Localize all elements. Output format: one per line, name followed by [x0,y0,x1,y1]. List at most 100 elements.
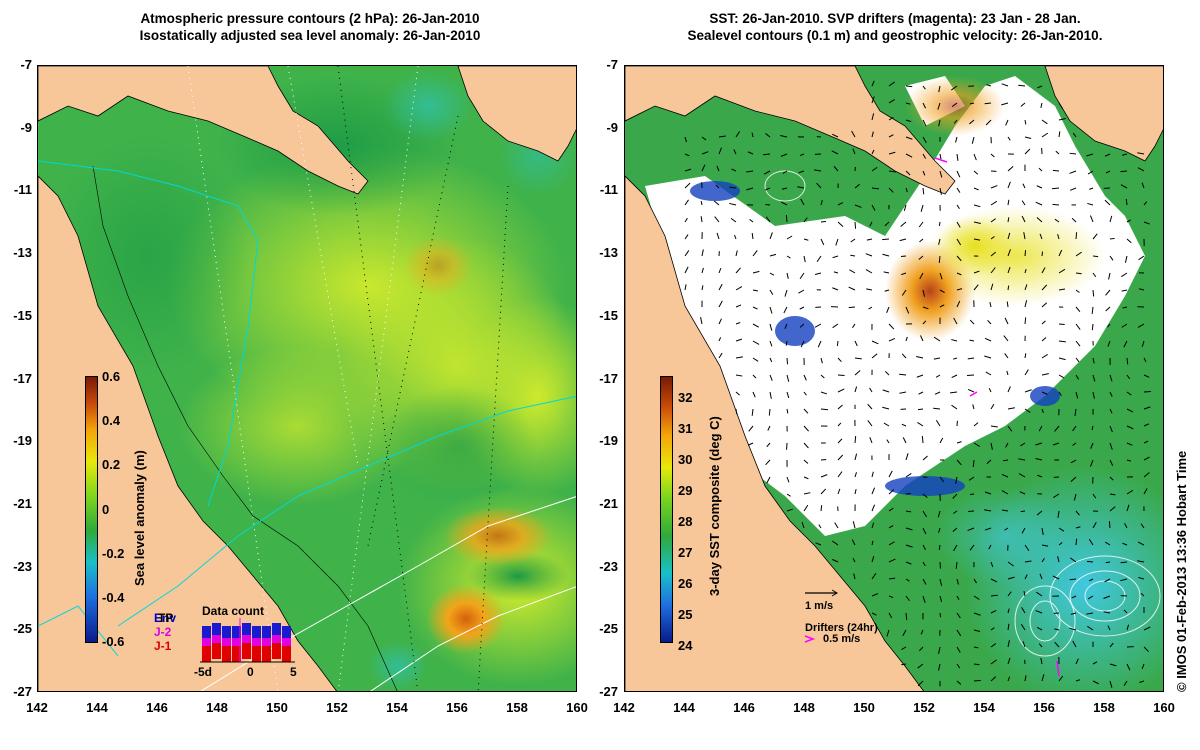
velocity-arrow [989,302,992,308]
velocity-arrow [1004,317,1009,325]
velocity-arrow [939,612,942,618]
velocity-arrow [1109,663,1117,667]
velocity-arrow [735,322,741,325]
velocity-arrow [803,238,809,241]
velocity-arrow [866,238,873,241]
velocity-arrow [1143,626,1151,631]
velocity-arrow [933,357,941,360]
velocity-arrow [781,187,788,190]
velocity-arrow [1109,237,1115,240]
velocity-arrow [1137,152,1145,155]
velocity-arrow [1058,340,1066,343]
data-count-bar [202,646,211,662]
velocity-arrow [973,187,979,191]
velocity-arrow [953,317,958,325]
velocity-arrow [1104,578,1111,583]
data-count-bar [252,638,261,646]
velocity-arrow [905,85,913,88]
velocity-arrow [956,221,961,228]
velocity-arrow [1075,526,1081,529]
velocity-arrow [834,522,839,529]
velocity-arrow [1075,357,1080,363]
velocity-arrow [953,357,958,360]
velocity-arrow [1072,132,1077,138]
velocity-arrow [783,306,788,314]
velocity-arrow [1058,288,1066,291]
velocity-arrow [1090,459,1094,467]
velocity-arrow [735,304,742,308]
velocity-arrow [837,374,845,377]
velocity-arrow [888,151,896,155]
velocity-arrow [1126,459,1132,462]
velocity-arrow [752,270,760,274]
velocity-arrow [922,85,926,90]
velocity-arrow [1072,640,1077,648]
velocity-arrow [967,388,975,393]
y-tick-label: -17 [599,370,618,386]
imos-credit: © IMOS 01-Feb-2013 13:36 Hobart Time [1174,450,1189,692]
velocity-arrow [905,544,913,548]
velocity-arrow [852,323,856,328]
velocity-arrow [938,238,941,245]
velocity-arrow [1120,578,1128,582]
sst-map[interactable]: 32 31 30 29 28 27 26 25 24 3-day SST composite (… [624,65,1164,692]
velocity-arrow [882,238,890,241]
velocity-arrow [871,353,878,359]
velocity-arrow [920,629,924,635]
velocity-arrow [1058,675,1064,682]
left-map-title: Atmospheric pressure contours (2 hPa): 2… [60,10,560,44]
velocity-arrow [973,204,981,208]
velocity-arrow [700,317,703,325]
velocity-arrow [1108,272,1111,280]
velocity-arrow [865,253,873,257]
velocity-arrow [888,187,894,193]
velocity-arrow [871,96,875,104]
velocity-arrow [871,572,877,580]
velocity-arrow [1124,523,1128,529]
velocity-arrow [1125,198,1128,206]
velocity-arrow [1087,625,1094,631]
velocity-arrow [769,340,773,347]
velocity-arrow [1107,340,1111,347]
velocity-arrow [973,629,981,632]
velocity-arrow [854,436,857,444]
velocity-arrow [1086,560,1094,563]
png-land-sst [625,66,956,195]
velocity-arrow [769,374,773,381]
data-count-bar [262,626,271,638]
y-tick-label: -7 [606,57,618,72]
velocity-arrow [953,510,958,514]
velocity-arrow [939,578,943,586]
sea-level-anomaly-map[interactable]: 0.6 0.4 0.2 0 -0.2 -0.4 -0.6 Sea level anomaly… [37,65,577,692]
velocity-arrow [1075,510,1080,516]
x-tick-label: 152 [326,700,348,715]
data-count-bar [252,646,261,662]
velocity-arrow [1019,491,1026,495]
velocity-arrow [803,492,811,495]
velocity-arrow [684,266,689,274]
velocity-arrow [990,403,995,410]
velocity-arrow [939,595,943,602]
velocity-arrow [746,170,754,173]
velocity-arrow [922,493,928,499]
velocity-arrow [803,425,809,432]
velocity-arrow [1126,357,1129,365]
velocity-arrow [1086,153,1094,157]
velocity-arrow [820,488,827,495]
velocity-arrow [1143,440,1149,444]
velocity-arrow [869,436,873,444]
velocity-arrow [1036,626,1043,631]
velocity-arrow [801,521,805,529]
y-tick-label: -7 [20,57,32,72]
data-count-bar [212,643,221,659]
velocity-arrow [1143,646,1150,653]
velocity-arrow [1035,610,1043,614]
data-count-bar [212,635,221,643]
velocity-arrow [1092,391,1095,399]
velocity-arrow [1141,663,1145,669]
velocity-arrow [1036,591,1043,597]
velocity-arrow [816,182,822,189]
velocity-arrow [751,232,754,240]
data-count-bar [262,646,271,662]
velocity-arrow [854,340,858,347]
